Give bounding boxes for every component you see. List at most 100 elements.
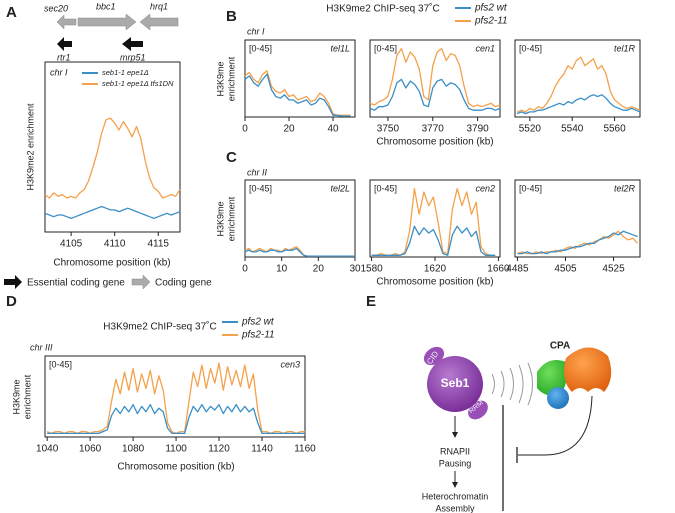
region-label: tel2R bbox=[614, 183, 636, 193]
gene-label: hrq1 bbox=[150, 1, 168, 11]
data-line bbox=[44, 205, 181, 220]
chromosome-label: chr I bbox=[247, 26, 265, 36]
range-label: [0-45] bbox=[249, 183, 272, 193]
plot-frame bbox=[44, 355, 306, 438]
range-label: [0-45] bbox=[519, 183, 542, 193]
x-tick-label: 4115 bbox=[147, 239, 169, 250]
y-axis-label: H3K9me bbox=[11, 379, 21, 414]
gene-label: rtr1 bbox=[57, 52, 71, 62]
complex-label: CPA bbox=[550, 341, 570, 352]
gene-arrow bbox=[77, 13, 137, 31]
legend-label: pfs2-11 bbox=[241, 330, 275, 341]
x-tick-label: 4105 bbox=[60, 239, 83, 250]
plot-frame bbox=[369, 39, 501, 118]
x-tick-label: 4485 bbox=[506, 264, 529, 275]
legend-label: Essential coding gene bbox=[27, 278, 125, 289]
x-tick-label: 10 bbox=[276, 264, 288, 275]
data-line bbox=[244, 73, 351, 117]
data-line bbox=[516, 94, 641, 115]
x-tick-label: 1140 bbox=[251, 444, 273, 455]
x-tick-label: 5520 bbox=[519, 124, 542, 135]
y-axis-label: H3K9me bbox=[215, 201, 225, 236]
inhibition bbox=[518, 395, 593, 456]
step-label: Heterochromatin bbox=[422, 491, 489, 501]
x-tick-label: 1660 bbox=[487, 264, 510, 275]
y-axis-label: H3K9me2 enrichment bbox=[25, 103, 35, 191]
plot-frame bbox=[244, 39, 356, 118]
panel-letter: A bbox=[6, 4, 17, 21]
legend-label: pfs2 wt bbox=[474, 3, 508, 14]
data-line bbox=[369, 78, 501, 111]
x-tick-label: 1120 bbox=[208, 444, 230, 455]
legend-arrow bbox=[131, 274, 151, 290]
x-axis-label: Chromosome position (kb) bbox=[376, 137, 493, 148]
gene-arrow bbox=[57, 37, 72, 51]
region-label: tel1L bbox=[330, 43, 350, 53]
chromosome-label: chr II bbox=[247, 167, 268, 177]
plot-frame bbox=[44, 61, 181, 233]
x-tick-label: 40 bbox=[327, 124, 339, 135]
x-tick-label: 4110 bbox=[104, 239, 126, 250]
region-label: cen3 bbox=[280, 359, 300, 369]
plot-frame bbox=[514, 179, 641, 258]
panel-letter: C bbox=[226, 149, 237, 166]
x-tick-label: 20 bbox=[283, 124, 295, 135]
x-tick-label: 0 bbox=[242, 264, 248, 275]
x-tick-label: 1160 bbox=[294, 444, 316, 455]
region-label: tel2L bbox=[330, 183, 350, 193]
legend-label: pfs2 wt bbox=[241, 317, 275, 328]
gene-arrow bbox=[56, 14, 77, 30]
protein-label: Seb1 bbox=[441, 376, 470, 390]
x-tick-label: 5560 bbox=[603, 124, 626, 135]
x-tick-label: 4525 bbox=[602, 264, 625, 275]
chromosome-label: chr I bbox=[50, 67, 68, 77]
range-label: [0-45] bbox=[374, 43, 397, 53]
chart-title: H3K9me2 ChIP-seq 37˚C bbox=[103, 321, 216, 333]
gene-arrow bbox=[122, 37, 143, 51]
x-tick-label: 3750 bbox=[377, 124, 400, 135]
step-label: Assembly bbox=[435, 503, 475, 513]
plot-frame bbox=[244, 179, 356, 258]
y-axis-label: enrichment bbox=[226, 56, 236, 101]
range-label: [0-45] bbox=[249, 43, 272, 53]
seb1-shape bbox=[427, 356, 483, 412]
region-label: cen1 bbox=[475, 43, 495, 53]
data-line bbox=[516, 56, 641, 113]
y-axis-label: H3K9me bbox=[215, 61, 225, 96]
x-tick-label: 1040 bbox=[36, 444, 59, 455]
data-line bbox=[44, 117, 181, 199]
gene-label: bbc1 bbox=[96, 1, 116, 11]
plot-frame bbox=[514, 39, 641, 118]
region-label: cen2 bbox=[475, 183, 495, 193]
gene-arrow bbox=[139, 13, 179, 31]
x-tick-label: 1080 bbox=[122, 444, 145, 455]
x-tick-label: 3790 bbox=[466, 124, 489, 135]
x-tick-label: 3770 bbox=[422, 124, 445, 135]
x-tick-label: 5540 bbox=[561, 124, 584, 135]
data-line bbox=[517, 230, 638, 255]
data-line bbox=[371, 187, 496, 256]
x-tick-label: 1620 bbox=[424, 264, 447, 275]
panel-letter: E bbox=[366, 293, 376, 310]
data-line bbox=[369, 47, 501, 108]
x-tick-label: 1580 bbox=[360, 264, 383, 275]
data-line bbox=[244, 247, 355, 257]
step-label: Pausing bbox=[439, 458, 472, 468]
chromosome-label: chr III bbox=[30, 342, 53, 352]
legend-label: Coding gene bbox=[155, 278, 212, 289]
x-tick-label: 4505 bbox=[554, 264, 577, 275]
data-line bbox=[46, 362, 305, 435]
data-line bbox=[244, 70, 351, 116]
gene-label: mrp51 bbox=[120, 52, 146, 62]
y-axis-label: enrichment bbox=[226, 196, 236, 241]
cpa-subunit bbox=[547, 387, 569, 409]
region-label: tel1R bbox=[614, 43, 636, 53]
domain-shape bbox=[423, 346, 445, 366]
cpa-subunit bbox=[564, 347, 612, 392]
x-axis-label: Chromosome position (kb) bbox=[117, 462, 234, 473]
legend-label: seb1-1 epe1Δ tfs1DN bbox=[102, 79, 174, 88]
x-tick-label: 1100 bbox=[165, 444, 187, 455]
data-line bbox=[47, 403, 305, 435]
panel-letter: B bbox=[226, 8, 237, 25]
